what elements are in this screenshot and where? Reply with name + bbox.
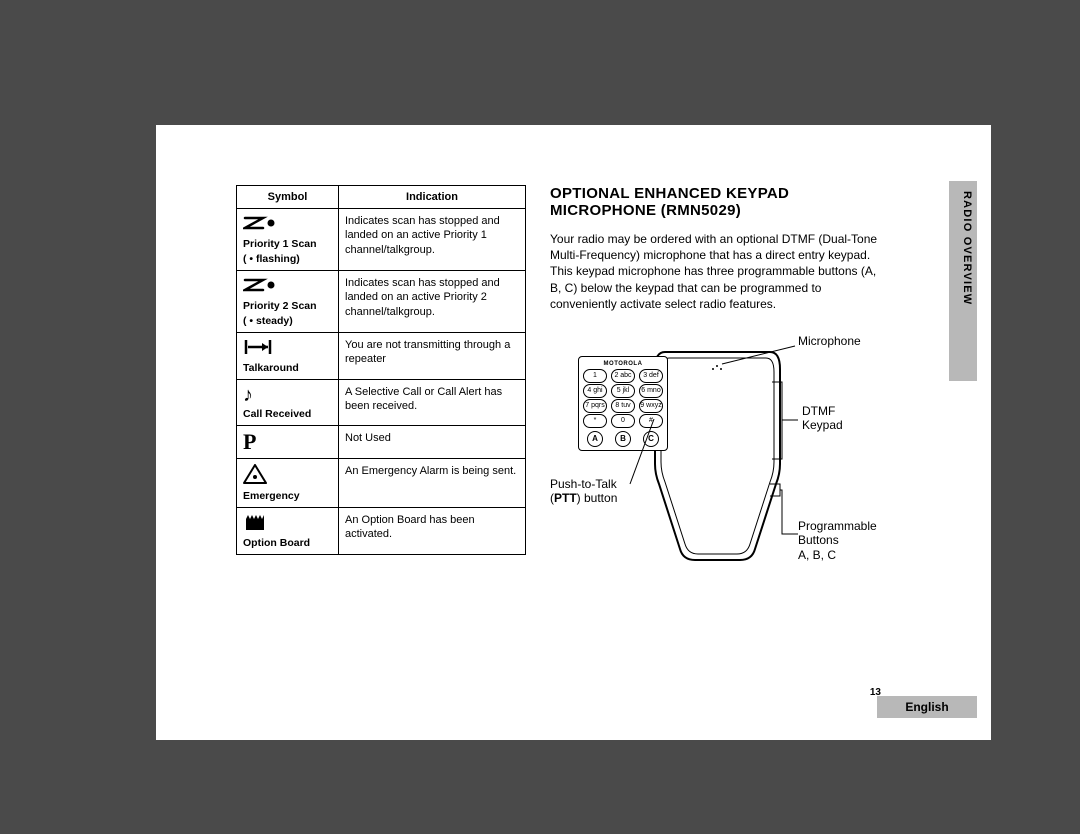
th-indication: Indication bbox=[339, 186, 526, 209]
keypad-panel: MOTOROLA 12 abc3 def4 ghi5 jkl6 mno7 pqr… bbox=[578, 356, 668, 451]
prog-line2: Buttons bbox=[798, 533, 839, 547]
ptt-rest: ) button bbox=[577, 491, 618, 505]
keypad-row: * 0 # bbox=[581, 414, 665, 428]
keypad-key: 6 mno bbox=[639, 384, 663, 398]
symbol-icon bbox=[243, 214, 277, 235]
callout-microphone: Microphone bbox=[798, 334, 861, 348]
keypad-key: 8 tuv bbox=[611, 399, 635, 413]
symbol-sublabel: ( • steady) bbox=[243, 315, 332, 327]
symbol-icon bbox=[243, 464, 267, 487]
programmable-key: C bbox=[643, 431, 659, 447]
keypad-row: 4 ghi 5 jkl 6 mno bbox=[581, 384, 665, 398]
th-symbol: Symbol bbox=[237, 186, 339, 209]
keypad-key: 4 ghi bbox=[583, 384, 607, 398]
table-row: Option Board An Option Board has been act… bbox=[237, 508, 526, 555]
table-row: Talkaround You are not transmitting throu… bbox=[237, 333, 526, 380]
language-tab: English bbox=[877, 696, 977, 718]
indication-cell: Indicates scan has stopped and landed on… bbox=[339, 271, 526, 333]
keypad-key: 1 bbox=[583, 369, 607, 383]
callout-programmable: Programmable Buttons A, B, C bbox=[798, 519, 877, 562]
symbol-icon bbox=[243, 276, 277, 297]
keypad-key: # bbox=[639, 414, 663, 428]
indication-cell: An Option Board has been activated. bbox=[339, 508, 526, 555]
symbol-icon: ♪ bbox=[243, 385, 253, 405]
keypad-row: 7 pqrs 8 tuv 9 wxyz bbox=[581, 399, 665, 413]
indication-cell: You are not transmitting through a repea… bbox=[339, 333, 526, 380]
brand-logo: MOTOROLA bbox=[581, 361, 665, 367]
table-row: Emergency An Emergency Alarm is being sen… bbox=[237, 459, 526, 508]
table-row: P Not Used bbox=[237, 426, 526, 459]
symbol-label: Call Received bbox=[243, 408, 332, 420]
callout-dtmf: DTMF Keypad bbox=[802, 404, 843, 433]
symbol-icon: P bbox=[243, 431, 256, 453]
programmable-key: B bbox=[615, 431, 631, 447]
symbol-label: Priority 2 Scan bbox=[243, 300, 332, 312]
keypad-key: 5 jkl bbox=[611, 384, 635, 398]
microphone-diagram: MOTOROLA 12 abc3 def4 ghi5 jkl6 mno7 pqr… bbox=[550, 324, 890, 594]
symbol-cell: ♪ Call Received bbox=[237, 380, 339, 426]
symbol-cell: Emergency bbox=[237, 459, 339, 508]
symbol-label: Option Board bbox=[243, 537, 332, 549]
keypad-key: 7 pqrs bbox=[583, 399, 607, 413]
keypad-row: 1 2 abc 3 def bbox=[581, 369, 665, 383]
symbol-cell: Priority 2 Scan ( • steady) bbox=[237, 271, 339, 333]
indication-cell: An Emergency Alarm is being sent. bbox=[339, 459, 526, 508]
title-line1: OPTIONAL ENHANCED KEYPAD bbox=[550, 185, 789, 202]
symbol-sublabel: ( • flashing) bbox=[243, 253, 332, 265]
indication-cell: Indicates scan has stopped and landed on… bbox=[339, 209, 526, 271]
symbol-icon bbox=[243, 513, 267, 534]
table-row: ♪ Call Received A Selective Call or Call A… bbox=[237, 380, 526, 426]
indication-cell: Not Used bbox=[339, 426, 526, 459]
section-body: Your radio may be ordered with an option… bbox=[550, 231, 890, 312]
prog-line1: Programmable bbox=[798, 519, 877, 533]
content: Symbol Indication Priority 1 Scan ( • fla… bbox=[236, 185, 896, 665]
symbol-cell: P bbox=[237, 426, 339, 459]
title-line2: MICROPHONE (RMN5029) bbox=[550, 202, 741, 219]
right-column: OPTIONAL ENHANCED KEYPAD MICROPHONE (RMN… bbox=[550, 185, 890, 665]
keypad-key: * bbox=[583, 414, 607, 428]
symbol-cell: Priority 1 Scan ( • flashing) bbox=[237, 209, 339, 271]
symbol-table: Symbol Indication Priority 1 Scan ( • fla… bbox=[236, 185, 526, 555]
keypad-key: 0 bbox=[611, 414, 635, 428]
symbol-label: Priority 1 Scan bbox=[243, 238, 332, 250]
keypad-key: 2 abc bbox=[611, 369, 635, 383]
symbol-icon bbox=[243, 338, 273, 359]
symbol-label: Emergency bbox=[243, 490, 332, 502]
section-title: OPTIONAL ENHANCED KEYPAD MICROPHONE (RMN… bbox=[550, 185, 890, 219]
programmable-key: A bbox=[587, 431, 603, 447]
callout-ptt: Push-to-Talk (PTT) button bbox=[550, 477, 617, 506]
table-row: Priority 1 Scan ( • flashing) Indicates sc… bbox=[237, 209, 526, 271]
table-row: Priority 2 Scan ( • steady) Indicates scan… bbox=[237, 271, 526, 333]
page: RADIO OVERVIEW Symbol Indication Priorit… bbox=[156, 125, 991, 740]
keypad-key: 3 def bbox=[639, 369, 663, 383]
prog-line3: A, B, C bbox=[798, 548, 836, 562]
dtmf-line2: Keypad bbox=[802, 418, 843, 432]
indication-cell: A Selective Call or Call Alert has been … bbox=[339, 380, 526, 426]
keypad-key: 9 wxyz bbox=[639, 399, 663, 413]
ptt-bold: PTT bbox=[554, 491, 577, 505]
symbol-cell: Option Board bbox=[237, 508, 339, 555]
ptt-line1: Push-to-Talk bbox=[550, 477, 617, 491]
side-tab-text: RADIO OVERVIEW bbox=[961, 191, 973, 305]
symbol-cell: Talkaround bbox=[237, 333, 339, 380]
dtmf-line1: DTMF bbox=[802, 404, 835, 418]
symbol-label: Talkaround bbox=[243, 362, 332, 374]
left-column: Symbol Indication Priority 1 Scan ( • fla… bbox=[236, 185, 526, 665]
